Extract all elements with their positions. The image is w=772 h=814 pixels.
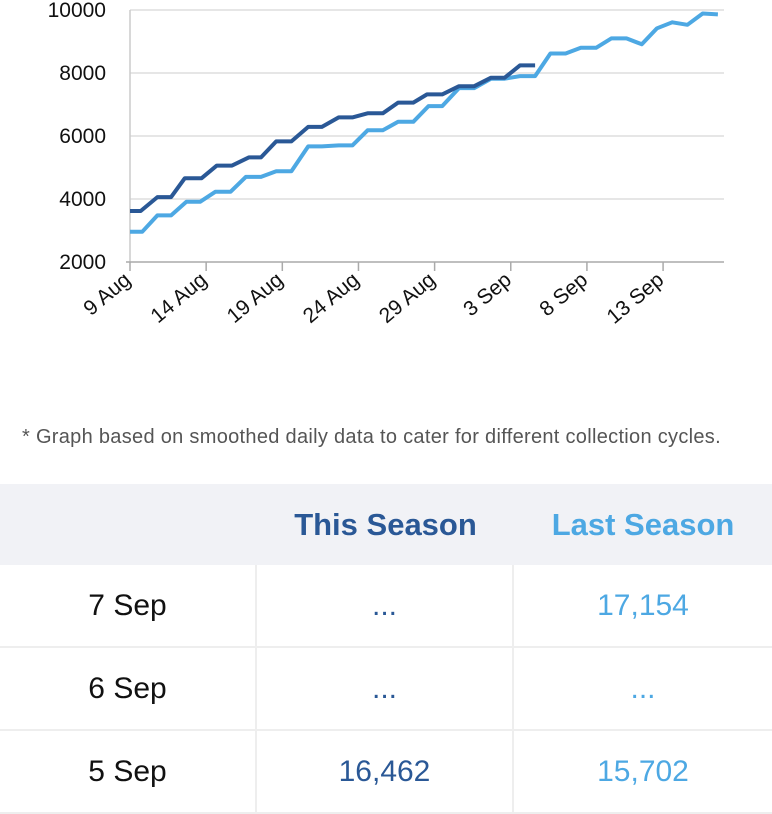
x-tick-label: 24 Aug (299, 268, 364, 328)
table-row[interactable]: 5 Sep 16,462 15,702 (0, 731, 772, 814)
row-date: 5 Sep (0, 731, 257, 812)
row-this-season: ... (257, 565, 514, 646)
axes (126, 10, 724, 271)
series-line-last-season (130, 11, 719, 234)
y-tick-label: 10000 (48, 0, 106, 22)
table-header: This Season Last Season (0, 484, 772, 565)
header-this-season: This Season (294, 506, 477, 542)
row-date: 6 Sep (0, 648, 257, 729)
y-tick-label: 8000 (59, 62, 106, 85)
series-lines (130, 11, 719, 234)
row-this-season: ... (257, 648, 514, 729)
x-tick-label: 19 Aug (223, 268, 288, 328)
y-tick-label: 4000 (59, 188, 106, 211)
table-row[interactable]: 6 Sep ... ... (0, 648, 772, 731)
y-tick-labels: 2000 4000 6000 8000 10000 (48, 0, 106, 274)
grid-lines (130, 9, 724, 200)
row-this-season: 16,462 (257, 731, 514, 812)
x-tick-label: 9 Aug (79, 268, 135, 320)
row-last-season: 15,702 (597, 754, 689, 788)
y-tick-label: 6000 (59, 125, 106, 148)
x-tick-label: 3 Sep (459, 268, 516, 321)
x-tick-label: 13 Sep (603, 268, 669, 328)
x-tick-label: 29 Aug (375, 268, 440, 328)
series-line-this-season (130, 63, 536, 213)
row-last-season: ... (630, 671, 656, 705)
x-tick-label: 8 Sep (535, 268, 592, 321)
header-last-season: Last Season (551, 506, 735, 542)
row-date: 7 Sep (0, 565, 257, 646)
row-last-season: 17,154 (597, 588, 689, 622)
x-tick-labels: 9 Aug 14 Aug 19 Aug 24 Aug 29 Aug 3 Sep 8 Sep 1… (79, 268, 668, 328)
table-row[interactable]: 7 Sep ... 17,154 (0, 565, 772, 648)
data-table: This Season Last Season 7 Sep ... 17,154… (0, 484, 772, 814)
chart-footnote: * Graph based on smoothed daily data to … (22, 426, 721, 448)
x-tick-label: 14 Aug (146, 268, 211, 328)
y-tick-label: 2000 (59, 251, 106, 274)
